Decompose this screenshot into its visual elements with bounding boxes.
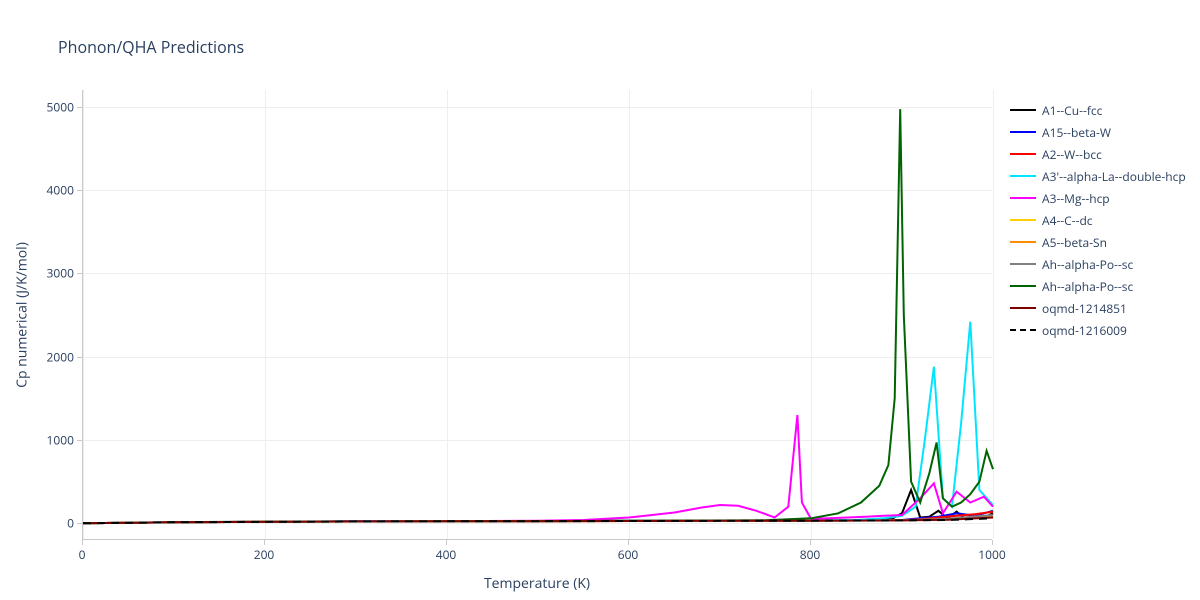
y-tick-mark bbox=[77, 440, 82, 441]
x-tick-mark bbox=[628, 540, 629, 545]
y-tick-mark bbox=[77, 523, 82, 524]
chart-title: Phonon/QHA Predictions bbox=[58, 36, 244, 58]
legend-swatch bbox=[1010, 285, 1036, 287]
legend-swatch bbox=[1010, 241, 1036, 243]
x-tick-mark bbox=[264, 540, 265, 545]
legend-item[interactable]: A3--Mg--hcp bbox=[1010, 188, 1186, 208]
legend-item[interactable]: A2--W--bcc bbox=[1010, 144, 1186, 164]
plot-area: 010002000300040005000 02004006008001000 … bbox=[82, 90, 992, 540]
x-tick-label: 0 bbox=[79, 546, 86, 563]
series-line[interactable] bbox=[83, 490, 993, 523]
legend-item[interactable]: A4--C--dc bbox=[1010, 210, 1186, 230]
legend-item[interactable]: A15--beta-W bbox=[1010, 122, 1186, 142]
x-tick-label: 600 bbox=[618, 546, 639, 563]
legend-swatch bbox=[1010, 153, 1036, 155]
legend-label: Ah--alpha-Po--sc bbox=[1042, 256, 1133, 273]
chart-container: Phonon/QHA Predictions 01000200030004000… bbox=[0, 0, 1200, 600]
x-tick-mark bbox=[82, 540, 83, 545]
y-tick-label: 0 bbox=[67, 515, 74, 532]
legend-label: oqmd-1214851 bbox=[1042, 300, 1127, 317]
legend-label: Ah--alpha-Po--sc bbox=[1042, 278, 1133, 295]
legend-label: A1--Cu--fcc bbox=[1042, 102, 1102, 119]
legend-swatch bbox=[1010, 263, 1036, 265]
x-tick-label: 800 bbox=[800, 546, 821, 563]
legend-label: A3--Mg--hcp bbox=[1042, 190, 1110, 207]
legend-item[interactable]: oqmd-1216009 bbox=[1010, 320, 1186, 340]
y-tick-label: 3000 bbox=[47, 265, 74, 282]
legend-swatch bbox=[1010, 219, 1036, 221]
y-tick-mark bbox=[77, 107, 82, 108]
legend-swatch bbox=[1010, 109, 1036, 111]
y-tick-mark bbox=[77, 190, 82, 191]
legend-label: oqmd-1216009 bbox=[1042, 322, 1127, 339]
y-tick-label: 5000 bbox=[47, 98, 74, 115]
x-tick-mark bbox=[992, 540, 993, 545]
legend-item[interactable]: A5--beta-Sn bbox=[1010, 232, 1186, 252]
legend-swatch bbox=[1010, 175, 1036, 177]
grid-vertical bbox=[993, 90, 994, 539]
legend-label: A4--C--dc bbox=[1042, 212, 1093, 229]
legend-item[interactable]: A3'--alpha-La--double-hcp bbox=[1010, 166, 1186, 186]
legend-label: A15--beta-W bbox=[1042, 124, 1111, 141]
x-tick-mark bbox=[446, 540, 447, 545]
legend: A1--Cu--fcc A15--beta-W A2--W--bcc A3'--alp… bbox=[1010, 100, 1186, 342]
series-line[interactable] bbox=[83, 322, 993, 524]
series-line[interactable] bbox=[83, 415, 993, 523]
legend-swatch bbox=[1010, 307, 1036, 309]
x-tick-label: 200 bbox=[254, 546, 275, 563]
legend-swatch bbox=[1010, 131, 1036, 133]
legend-label: A5--beta-Sn bbox=[1042, 234, 1107, 251]
legend-item[interactable]: oqmd-1214851 bbox=[1010, 298, 1186, 318]
legend-item[interactable]: Ah--alpha-Po--sc bbox=[1010, 254, 1186, 274]
y-tick-mark bbox=[77, 273, 82, 274]
legend-item[interactable]: A1--Cu--fcc bbox=[1010, 100, 1186, 120]
x-axis-label: Temperature (K) bbox=[484, 574, 590, 593]
plot-background bbox=[82, 90, 992, 540]
legend-item[interactable]: Ah--alpha-Po--sc bbox=[1010, 276, 1186, 296]
legend-label: A2--W--bcc bbox=[1042, 146, 1102, 163]
y-axis-label: Cp numerical (J/K/mol) bbox=[13, 242, 32, 388]
y-tick-mark bbox=[77, 357, 82, 358]
series-line[interactable] bbox=[83, 109, 993, 523]
y-tick-label: 2000 bbox=[47, 348, 74, 365]
y-tick-label: 1000 bbox=[47, 432, 74, 449]
lines-layer bbox=[83, 90, 993, 540]
x-tick-label: 1000 bbox=[978, 546, 1005, 563]
y-tick-label: 4000 bbox=[47, 182, 74, 199]
x-tick-label: 400 bbox=[436, 546, 457, 563]
legend-swatch bbox=[1010, 197, 1036, 199]
legend-label: A3'--alpha-La--double-hcp bbox=[1042, 168, 1186, 185]
x-tick-mark bbox=[810, 540, 811, 545]
legend-swatch bbox=[1010, 329, 1036, 331]
